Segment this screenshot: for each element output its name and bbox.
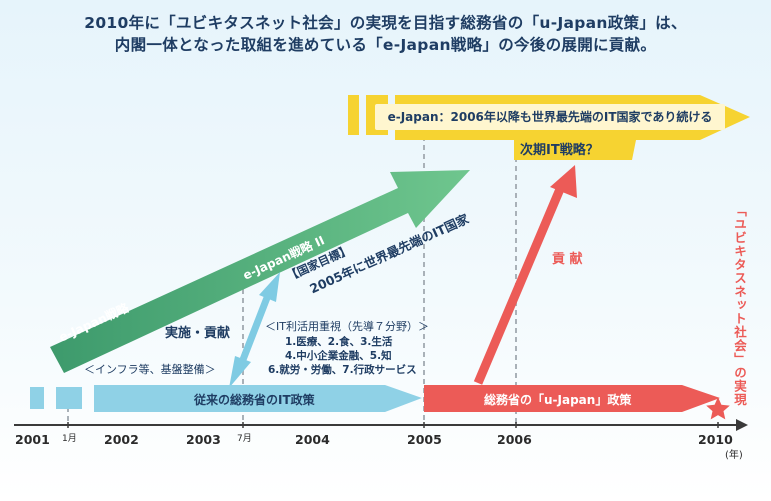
it-use-title: ＜IT利活用重視（先導７分野）＞ [265,320,429,333]
ubiquitous-society-label: 「ユビキタスネット社会」の実現 [732,204,747,407]
contribution-double-arrow [229,272,280,388]
heading-line-2: 内閣一体となった取組を進めている「e-Japan戦略」の今後の展開に貢献。 [114,36,657,54]
heading-line-1: 2010年に「ユビキタスネット社会」の実現を目指す総務省の「u-Japan政策」… [84,14,687,32]
month-jan: 1月 [62,434,77,444]
ejapan-strategy-arrow [50,170,470,373]
contribution-label: 貢 献 [552,252,583,267]
year-2005: 2005 [407,432,442,447]
year-2004: 2004 [295,432,330,447]
implement-contribute-label: 実施・貢献 [165,326,231,341]
year-unit: (年) [725,450,743,461]
month-jul: 7月 [237,434,252,444]
it-use-item-2: 4.中小企業金融、5.知 [285,350,392,362]
past-policy-label: 従来の総務省のIT政策 [194,393,315,407]
ujapan-contribution-arrow [473,165,577,385]
year-2010: 2010 [698,432,733,447]
it-use-item-1: 1.医療、2.食、3.生活 [285,336,393,348]
year-2006: 2006 [497,432,532,447]
next-strategy-label: 次期IT戦略？ [520,143,599,158]
star-icon [706,397,730,420]
it-use-item-3: 6.就労・労働、7.行政サービス [268,364,417,376]
ejapan-banner-label: e-Japan：2006年以降も世界最先端のIT国家であり続ける [387,110,713,124]
ejapan-banner-arrow [348,95,750,160]
time-axis [14,419,748,431]
year-2001: 2001 [15,432,50,447]
ujapan-policy-label: 総務省の「u-Japan」政策 [484,393,632,407]
past-policy-arrow [30,385,422,412]
year-2002: 2002 [104,432,139,447]
infra-label: ＜インフラ等、基盤整備＞ [84,363,216,376]
year-2003: 2003 [186,432,221,447]
ujapan-policy-arrow [424,385,720,412]
